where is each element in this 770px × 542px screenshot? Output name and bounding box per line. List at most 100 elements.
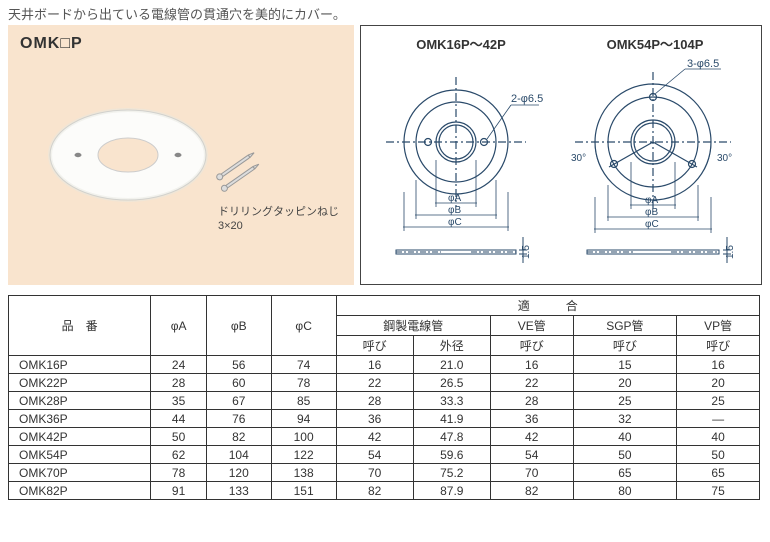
cell-vp: — bbox=[677, 410, 760, 428]
cell-sn: 36 bbox=[336, 410, 413, 428]
cell-sn: 28 bbox=[336, 392, 413, 410]
phi-a-right: φA bbox=[645, 195, 658, 206]
hole-label-right: 3-φ6.5 bbox=[687, 58, 719, 70]
col-phi-b: φB bbox=[206, 296, 271, 356]
cell-vp: 75 bbox=[677, 482, 760, 500]
cell-vp: 16 bbox=[677, 356, 760, 374]
cell-sgp: 15 bbox=[573, 356, 677, 374]
cell-vp: 20 bbox=[677, 374, 760, 392]
cell-model: OMK22P bbox=[9, 374, 151, 392]
cell-sn: 54 bbox=[336, 446, 413, 464]
cell-sgp: 65 bbox=[573, 464, 677, 482]
product-image-plate bbox=[38, 85, 218, 215]
cell-b: 104 bbox=[206, 446, 271, 464]
cell-sgp: 50 bbox=[573, 446, 677, 464]
cell-b: 133 bbox=[206, 482, 271, 500]
cell-a: 91 bbox=[151, 482, 206, 500]
phi-b-left: φB bbox=[448, 205, 461, 216]
screw-note-line1: ドリリングタッピンねじ bbox=[218, 206, 339, 218]
screw-note: ドリリングタッピンねじ 3×20 bbox=[218, 205, 339, 234]
cell-so: 87.9 bbox=[413, 482, 490, 500]
table-row: OMK42P50821004247.8424040 bbox=[9, 428, 760, 446]
col-phi-c: φC bbox=[271, 296, 336, 356]
cell-a: 44 bbox=[151, 410, 206, 428]
diagram-left-svg: 2-φ6.5 φA φB φC bbox=[371, 57, 551, 272]
cell-model: OMK16P bbox=[9, 356, 151, 374]
cell-vp: 40 bbox=[677, 428, 760, 446]
upper-row: OMK□P ドリリングタッピンねじ bbox=[0, 25, 770, 285]
description-text: 天井ボードから出ている電線管の貫通穴を美的にカバー。 bbox=[0, 0, 770, 25]
col-ve-nominal: 呼び bbox=[490, 336, 573, 356]
spec-table: 品 番 φA φB φC 適 合 鋼製電線管 VE管 SGP管 VP管 呼び 外… bbox=[8, 295, 760, 500]
table-row: OMK36P4476943641.93632— bbox=[9, 410, 760, 428]
angle2: 30° bbox=[717, 153, 732, 164]
diagram-panel: OMK16P～42P 2-φ6.5 bbox=[360, 25, 762, 285]
cell-sn: 22 bbox=[336, 374, 413, 392]
cell-a: 50 bbox=[151, 428, 206, 446]
screw-illustration bbox=[208, 150, 278, 205]
thick-left: 1.5 bbox=[521, 245, 532, 259]
col-fit-group: 適 合 bbox=[336, 296, 759, 316]
cell-b: 76 bbox=[206, 410, 271, 428]
product-code: OMK□P bbox=[20, 35, 342, 53]
cell-ve: 82 bbox=[490, 482, 573, 500]
phi-a-left: φA bbox=[448, 193, 461, 204]
phi-b-right: φB bbox=[645, 207, 658, 218]
hole-label-left: 2-φ6.5 bbox=[511, 93, 543, 105]
cell-sn: 82 bbox=[336, 482, 413, 500]
col-steel-od: 外径 bbox=[413, 336, 490, 356]
cell-a: 35 bbox=[151, 392, 206, 410]
col-sgp: SGP管 bbox=[573, 316, 677, 336]
cell-sgp: 20 bbox=[573, 374, 677, 392]
cell-so: 59.6 bbox=[413, 446, 490, 464]
diagram-right-title: OMK54P～104P bbox=[607, 34, 704, 53]
col-steel: 鋼製電線管 bbox=[336, 316, 490, 336]
cell-model: OMK82P bbox=[9, 482, 151, 500]
cell-sgp: 32 bbox=[573, 410, 677, 428]
cell-b: 120 bbox=[206, 464, 271, 482]
cell-model: OMK28P bbox=[9, 392, 151, 410]
diagram-left: OMK16P～42P 2-φ6.5 bbox=[367, 34, 555, 280]
cell-c: 74 bbox=[271, 356, 336, 374]
cell-sn: 42 bbox=[336, 428, 413, 446]
cell-sgp: 40 bbox=[573, 428, 677, 446]
diagram-right: OMK54P～104P bbox=[555, 34, 755, 280]
col-sgp-nominal: 呼び bbox=[573, 336, 677, 356]
col-ve: VE管 bbox=[490, 316, 573, 336]
cell-b: 56 bbox=[206, 356, 271, 374]
cell-ve: 22 bbox=[490, 374, 573, 392]
cell-vp: 50 bbox=[677, 446, 760, 464]
cell-b: 67 bbox=[206, 392, 271, 410]
cell-so: 33.3 bbox=[413, 392, 490, 410]
cell-so: 21.0 bbox=[413, 356, 490, 374]
col-phi-a: φA bbox=[151, 296, 206, 356]
table-row: OMK28P3567852833.3282525 bbox=[9, 392, 760, 410]
table-row: OMK70P781201387075.2706565 bbox=[9, 464, 760, 482]
cell-c: 94 bbox=[271, 410, 336, 428]
cell-model: OMK54P bbox=[9, 446, 151, 464]
cell-model: OMK42P bbox=[9, 428, 151, 446]
cell-sgp: 25 bbox=[573, 392, 677, 410]
screw-note-line2: 3×20 bbox=[218, 220, 243, 232]
table-row: OMK82P911331518287.9828075 bbox=[9, 482, 760, 500]
cell-b: 60 bbox=[206, 374, 271, 392]
cell-ve: 36 bbox=[490, 410, 573, 428]
cell-a: 78 bbox=[151, 464, 206, 482]
table-row: OMK22P2860782226.5222020 bbox=[9, 374, 760, 392]
phi-c-left: φC bbox=[448, 217, 462, 228]
diagram-right-svg: 3-φ6.5 30° 30° φA φB φC bbox=[555, 57, 755, 272]
phi-c-right: φC bbox=[645, 219, 659, 230]
cell-a: 24 bbox=[151, 356, 206, 374]
cell-c: 122 bbox=[271, 446, 336, 464]
cell-vp: 25 bbox=[677, 392, 760, 410]
cell-ve: 28 bbox=[490, 392, 573, 410]
cell-sn: 70 bbox=[336, 464, 413, 482]
col-steel-nominal: 呼び bbox=[336, 336, 413, 356]
cell-a: 28 bbox=[151, 374, 206, 392]
angle1: 30° bbox=[571, 153, 586, 164]
cell-so: 75.2 bbox=[413, 464, 490, 482]
cell-so: 26.5 bbox=[413, 374, 490, 392]
cell-b: 82 bbox=[206, 428, 271, 446]
cell-so: 47.8 bbox=[413, 428, 490, 446]
cell-c: 151 bbox=[271, 482, 336, 500]
